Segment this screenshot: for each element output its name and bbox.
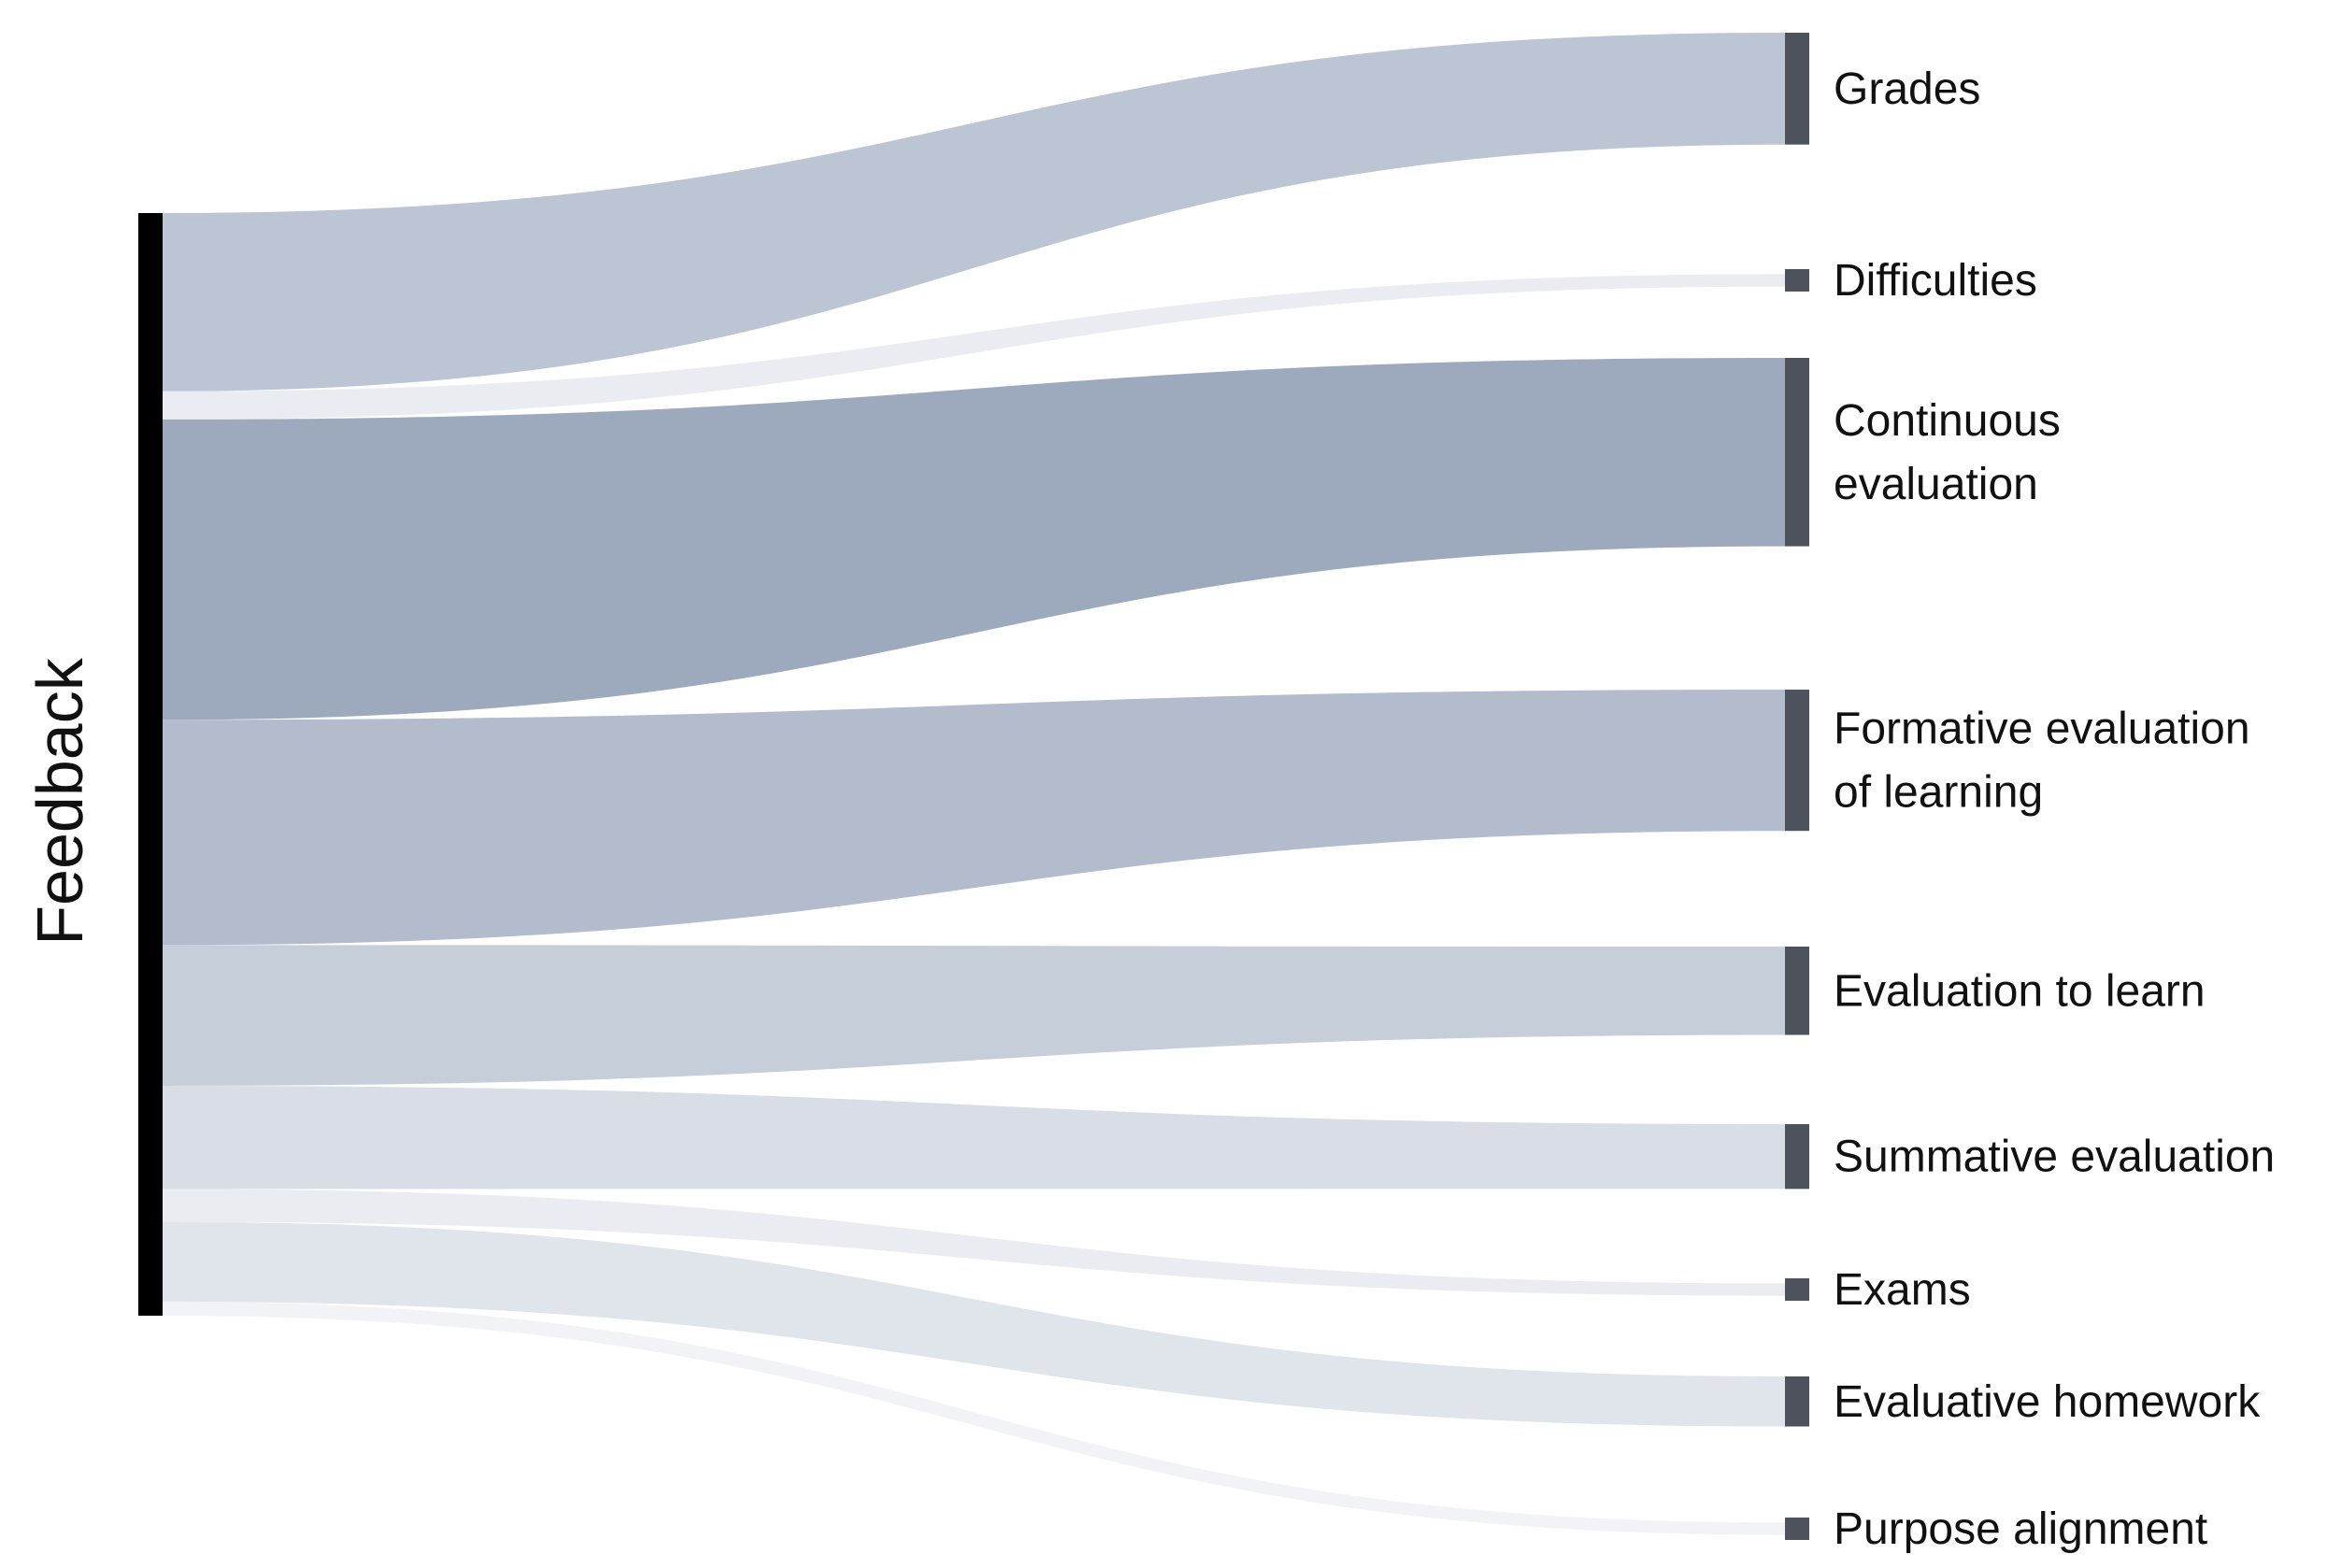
target-node-exams xyxy=(1785,1278,1809,1301)
target-label-line: Grades xyxy=(1834,64,1980,114)
target-label-line: Summative evaluation xyxy=(1834,1133,2275,1182)
target-labels: Grades Difficulties Continuous evaluation Fo… xyxy=(1834,64,2275,1554)
target-label-grades: Grades xyxy=(1834,64,1980,114)
target-nodes xyxy=(1785,33,1809,1540)
target-node-formative xyxy=(1785,690,1809,832)
target-label-line: Difficulties xyxy=(1834,256,2037,306)
target-label-line: Formative evaluation xyxy=(1834,705,2250,754)
target-node-difficulties xyxy=(1785,269,1809,292)
target-label-purpose: Purpose alignment xyxy=(1834,1504,2207,1554)
target-label-homework: Evaluative homework xyxy=(1834,1377,2261,1427)
link-difficulties xyxy=(163,274,1785,420)
link-homework xyxy=(163,1221,1785,1427)
target-label-line: Evaluation to learn xyxy=(1834,966,2206,1016)
link-continuous xyxy=(163,358,1785,720)
target-node-purpose xyxy=(1785,1518,1809,1540)
link-exams xyxy=(163,1189,1785,1296)
link-formative xyxy=(163,690,1785,946)
target-label-summative: Summative evaluation xyxy=(1834,1133,2275,1182)
target-label-line: Exams xyxy=(1834,1265,1971,1315)
target-node-eval-learn xyxy=(1785,947,1809,1035)
target-node-summative xyxy=(1785,1124,1809,1190)
target-label-difficulties: Difficulties xyxy=(1834,256,2037,306)
target-label-line: Purpose alignment xyxy=(1834,1504,2207,1554)
link-purpose xyxy=(163,1301,1785,1535)
target-label-line: Evaluative homework xyxy=(1834,1377,2261,1427)
target-node-homework xyxy=(1785,1376,1809,1427)
target-node-grades xyxy=(1785,33,1809,145)
target-label-eval-learn: Evaluation to learn xyxy=(1834,966,2206,1016)
target-label-continuous: Continuous evaluation xyxy=(1834,396,2061,509)
target-label-exams: Exams xyxy=(1834,1265,1971,1315)
target-label-line: Continuous xyxy=(1834,396,2061,446)
link-grades xyxy=(163,33,1785,392)
target-node-continuous xyxy=(1785,358,1809,547)
link-summative xyxy=(163,1085,1785,1190)
source-label: Feedback xyxy=(23,657,96,945)
target-label-formative: Formative evaluation of learning xyxy=(1834,705,2250,818)
source-node-bar xyxy=(138,213,163,1316)
target-label-line: of learning xyxy=(1834,768,2043,818)
link-eval-learn xyxy=(163,945,1785,1086)
target-label-line: evaluation xyxy=(1834,460,2038,509)
sankey-links xyxy=(163,33,1785,1535)
